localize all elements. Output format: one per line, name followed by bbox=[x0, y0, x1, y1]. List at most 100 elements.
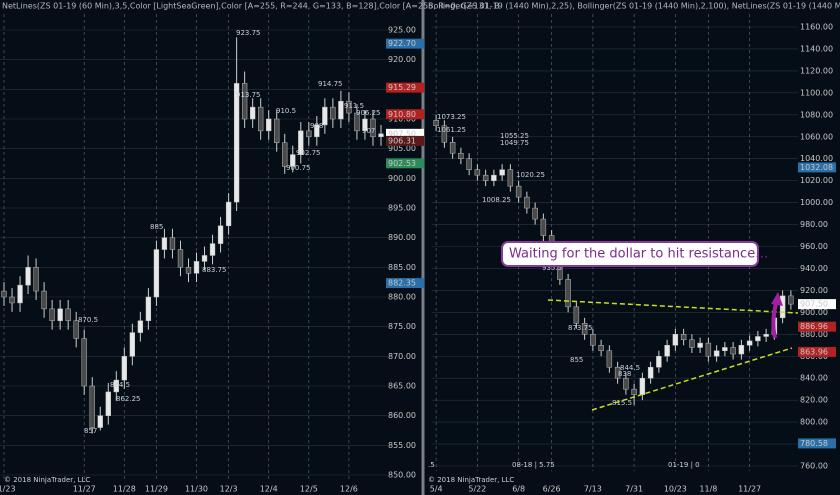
candle-body bbox=[499, 169, 505, 176]
price-label: 913.75 bbox=[236, 91, 261, 99]
candle-body bbox=[738, 345, 745, 355]
candle-body bbox=[9, 296, 15, 304]
candle-body bbox=[65, 308, 71, 321]
candle-body bbox=[33, 267, 39, 292]
price-label: 902.75 bbox=[296, 149, 321, 157]
candle-body bbox=[105, 391, 111, 416]
y-tick-label: 850.00 bbox=[388, 471, 416, 480]
y-tick-label: 900.00 bbox=[800, 308, 828, 317]
candle-body bbox=[314, 124, 320, 138]
candle-body bbox=[565, 279, 571, 308]
price-marker-label: 910.80 bbox=[388, 110, 416, 119]
y-tick-label: 1080.00 bbox=[800, 110, 833, 119]
y-tick-label: 865.00 bbox=[388, 382, 416, 391]
candle-body bbox=[689, 339, 695, 348]
price-marker bbox=[386, 278, 424, 289]
x-tick-label: 12/6 bbox=[340, 485, 358, 494]
candle-body bbox=[705, 342, 712, 357]
y-tick-label: 880.00 bbox=[388, 293, 416, 302]
price-label: 870.5 bbox=[78, 316, 98, 324]
candle-body bbox=[656, 356, 662, 368]
y-tick-label: 1140.00 bbox=[800, 44, 833, 53]
y-tick-label: 875.00 bbox=[388, 322, 416, 331]
price-marker bbox=[386, 38, 424, 49]
price-marker-label: 780.58 bbox=[800, 439, 828, 448]
candle-body bbox=[722, 347, 728, 352]
price-label: 844.5 bbox=[620, 364, 640, 372]
candle-body bbox=[250, 106, 256, 120]
candle-body bbox=[121, 356, 127, 381]
price-marker-label: 922.70 bbox=[388, 39, 416, 48]
y-tick-label: 800.00 bbox=[800, 418, 828, 427]
candle-body bbox=[458, 152, 464, 159]
candle-body bbox=[89, 385, 95, 428]
x-tick-label: 7/13 bbox=[584, 485, 602, 494]
candle-body bbox=[274, 118, 280, 143]
candle-body bbox=[730, 347, 736, 355]
price-label: 08-18 | 5.75 bbox=[512, 461, 555, 469]
x-tick-label: 11/8 bbox=[699, 485, 717, 494]
price-marker-label: 906.31 bbox=[388, 136, 416, 145]
price-marker-label: 915.29 bbox=[388, 83, 416, 92]
trend-line bbox=[547, 299, 799, 314]
y-tick-label: 905.00 bbox=[388, 144, 416, 153]
candle-body bbox=[581, 323, 588, 335]
x-tick-label: 6/26 bbox=[543, 485, 561, 494]
y-tick-label: 885.00 bbox=[388, 263, 416, 272]
candle-body bbox=[330, 106, 336, 120]
candle-body bbox=[169, 237, 176, 250]
x-tick-label: 11/28 bbox=[113, 485, 136, 494]
candle-body bbox=[598, 345, 604, 352]
candle-body bbox=[49, 308, 55, 321]
price-label: 1073.25 bbox=[437, 113, 466, 121]
arrow-head bbox=[771, 292, 783, 306]
header: Bollinger(ZS 01-19 (1440 Min),2,25), Bol… bbox=[428, 2, 840, 11]
annotation: Waiting for the dollar to hit resistance… bbox=[509, 247, 768, 262]
price-label: 855 bbox=[570, 356, 583, 364]
price-label: 873.75 bbox=[568, 324, 593, 332]
candle-body bbox=[788, 295, 794, 305]
price-label: 908 bbox=[310, 122, 323, 130]
candle-body bbox=[713, 350, 720, 357]
candle-body bbox=[763, 334, 769, 337]
candle-body bbox=[491, 174, 497, 181]
candle-body bbox=[614, 366, 621, 379]
price-label: 862.25 bbox=[116, 395, 141, 403]
candle-body bbox=[258, 106, 264, 132]
candle-body bbox=[81, 338, 87, 387]
price-label: 907 bbox=[362, 127, 375, 135]
candle-body bbox=[623, 377, 629, 390]
price-label: 838 bbox=[618, 370, 631, 378]
candle-body bbox=[378, 133, 384, 138]
price-marker bbox=[386, 128, 424, 139]
candle-body bbox=[474, 169, 481, 176]
price-marker bbox=[386, 135, 424, 146]
x-tick-label: 11/29 bbox=[145, 485, 168, 494]
y-tick-label: 940.00 bbox=[800, 264, 828, 273]
price-marker bbox=[386, 82, 424, 93]
price-label: 910.5 bbox=[276, 107, 296, 115]
price-label: 857 bbox=[84, 427, 97, 435]
price-label: 1020.25 bbox=[516, 171, 545, 179]
candle-body bbox=[449, 141, 456, 154]
y-tick-label: 920.00 bbox=[388, 55, 416, 64]
candle-body bbox=[306, 130, 312, 138]
candle-body bbox=[338, 100, 344, 120]
footer: © 2018 NinjaTrader, LLC bbox=[4, 476, 90, 484]
candle-body bbox=[25, 267, 31, 286]
candle-body bbox=[41, 290, 47, 310]
price-label: 883.75 bbox=[202, 266, 227, 274]
y-tick-label: 1160.00 bbox=[800, 23, 833, 32]
x-tick-label: 7/31 bbox=[625, 485, 643, 494]
candle-body bbox=[57, 308, 63, 321]
y-tick-label: 895.00 bbox=[388, 204, 416, 213]
x-tick-label: 12/4 bbox=[260, 485, 278, 494]
price-label: 815.5 bbox=[612, 399, 632, 407]
candle-body bbox=[680, 334, 687, 341]
y-tick-label: 900.00 bbox=[388, 174, 416, 183]
price-marker bbox=[386, 109, 424, 120]
candle-body bbox=[97, 415, 103, 428]
header: NetLines(ZS 01-19 (60 Min),3,5,Color [Li… bbox=[2, 2, 500, 11]
candle-body bbox=[540, 218, 547, 236]
